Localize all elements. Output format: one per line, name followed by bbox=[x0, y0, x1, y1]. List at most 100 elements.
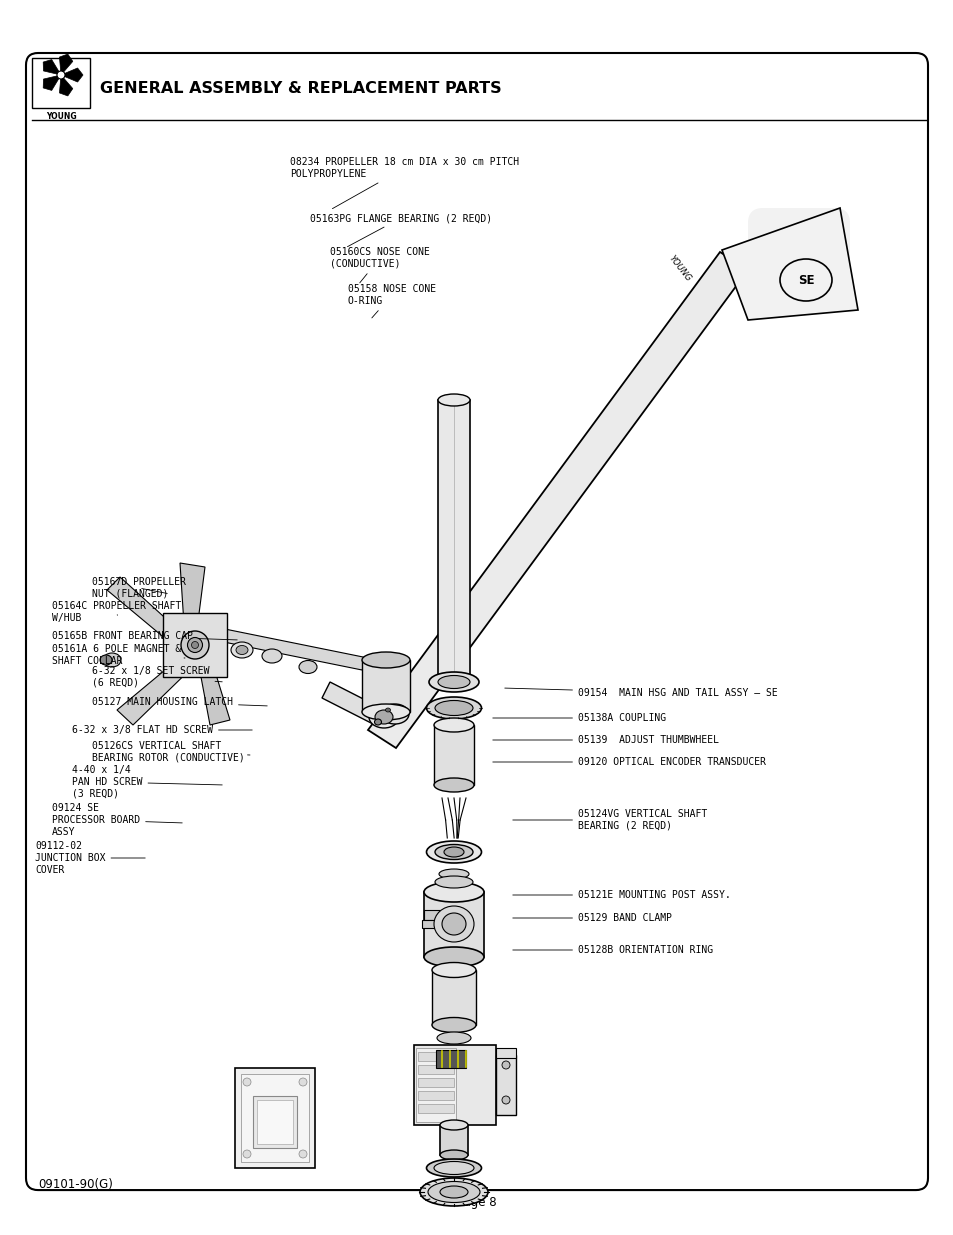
Ellipse shape bbox=[438, 869, 469, 879]
Ellipse shape bbox=[380, 704, 409, 724]
Bar bbox=[416, 1049, 456, 1123]
Text: 09120 OPTICAL ENCODER TRANSDUCER: 09120 OPTICAL ENCODER TRANSDUCER bbox=[493, 757, 765, 767]
Ellipse shape bbox=[434, 718, 474, 732]
Ellipse shape bbox=[100, 655, 112, 664]
Bar bbox=[432, 969, 476, 1025]
Ellipse shape bbox=[262, 650, 282, 663]
Ellipse shape bbox=[436, 1032, 471, 1044]
Text: 05163PG FLANGE BEARING (2 REQD): 05163PG FLANGE BEARING (2 REQD) bbox=[310, 212, 492, 247]
Ellipse shape bbox=[441, 913, 465, 935]
Polygon shape bbox=[61, 68, 83, 82]
Bar bbox=[434, 725, 474, 785]
Ellipse shape bbox=[181, 631, 209, 659]
Ellipse shape bbox=[428, 1182, 479, 1203]
Ellipse shape bbox=[375, 710, 393, 724]
Bar bbox=[423, 910, 439, 920]
Text: 05161A 6 POLE MAGNET &
SHAFT COLLAR: 05161A 6 POLE MAGNET & SHAFT COLLAR bbox=[52, 645, 185, 666]
Text: YOUNG: YOUNG bbox=[666, 253, 692, 283]
Bar bbox=[256, 1100, 293, 1144]
Ellipse shape bbox=[385, 708, 390, 713]
Text: SE: SE bbox=[797, 273, 814, 287]
Ellipse shape bbox=[375, 719, 381, 725]
Text: 08234 PROPELLER 18 cm DIA x 30 cm PITCH
POLYPROPYLENE: 08234 PROPELLER 18 cm DIA x 30 cm PITCH … bbox=[290, 157, 518, 209]
Ellipse shape bbox=[103, 653, 121, 667]
Ellipse shape bbox=[369, 706, 398, 727]
Bar bbox=[417, 1078, 454, 1087]
Ellipse shape bbox=[426, 697, 481, 719]
Ellipse shape bbox=[426, 1158, 481, 1177]
Ellipse shape bbox=[434, 1161, 474, 1174]
Text: 05139  ADJUST THUMBWHEEL: 05139 ADJUST THUMBWHEEL bbox=[493, 735, 719, 745]
Ellipse shape bbox=[243, 1078, 251, 1086]
Bar bbox=[417, 1065, 454, 1074]
Text: 09112-02
JUNCTION BOX
COVER: 09112-02 JUNCTION BOX COVER bbox=[35, 841, 145, 874]
Bar bbox=[496, 1055, 516, 1115]
Bar bbox=[417, 1104, 454, 1113]
Text: 09124 SE
PROCESSOR BOARD
ASSY: 09124 SE PROCESSOR BOARD ASSY bbox=[52, 804, 182, 836]
Polygon shape bbox=[59, 54, 72, 75]
Ellipse shape bbox=[423, 947, 483, 967]
Bar bbox=[417, 1091, 454, 1100]
Ellipse shape bbox=[434, 906, 474, 942]
Polygon shape bbox=[117, 645, 203, 725]
Ellipse shape bbox=[429, 672, 478, 692]
Bar bbox=[439, 1125, 468, 1155]
Ellipse shape bbox=[231, 642, 253, 658]
Text: 05129 BAND CLAMP: 05129 BAND CLAMP bbox=[513, 913, 671, 923]
Polygon shape bbox=[194, 645, 230, 725]
Ellipse shape bbox=[435, 876, 473, 888]
Bar bbox=[32, 58, 90, 107]
Ellipse shape bbox=[298, 661, 316, 673]
Text: 05138A COUPLING: 05138A COUPLING bbox=[493, 713, 665, 722]
FancyBboxPatch shape bbox=[26, 53, 927, 1191]
Text: 05167D PROPELLER
NUT (FLANGED): 05167D PROPELLER NUT (FLANGED) bbox=[91, 577, 186, 599]
Bar bbox=[414, 1045, 496, 1125]
Bar bbox=[417, 1052, 454, 1061]
Ellipse shape bbox=[432, 962, 476, 977]
Text: 05121E MOUNTING POST ASSY.: 05121E MOUNTING POST ASSY. bbox=[513, 890, 730, 900]
Polygon shape bbox=[107, 577, 194, 655]
Bar bbox=[436, 1050, 465, 1068]
Text: 05164C PROPELLER SHAFT
W/HUB: 05164C PROPELLER SHAFT W/HUB bbox=[52, 601, 181, 622]
Text: 05127 MAIN HOUSING LATCH: 05127 MAIN HOUSING LATCH bbox=[91, 697, 267, 706]
FancyBboxPatch shape bbox=[747, 207, 849, 310]
Ellipse shape bbox=[298, 1150, 307, 1158]
Bar bbox=[241, 1074, 309, 1162]
Polygon shape bbox=[59, 75, 72, 96]
Ellipse shape bbox=[439, 1120, 468, 1130]
Text: Page 8: Page 8 bbox=[456, 1197, 497, 1209]
Bar bbox=[421, 920, 439, 927]
Ellipse shape bbox=[57, 70, 65, 79]
Text: 05160CS NOSE CONE
(CONDUCTIVE): 05160CS NOSE CONE (CONDUCTIVE) bbox=[330, 247, 430, 283]
Text: GENERAL ASSEMBLY & REPLACEMENT PARTS: GENERAL ASSEMBLY & REPLACEMENT PARTS bbox=[100, 80, 501, 95]
Text: YOUNG: YOUNG bbox=[46, 112, 76, 121]
Ellipse shape bbox=[243, 1150, 251, 1158]
Polygon shape bbox=[43, 75, 61, 90]
Ellipse shape bbox=[298, 1078, 307, 1086]
Bar bbox=[496, 1049, 516, 1058]
Text: 05158 NOSE CONE
O-RING: 05158 NOSE CONE O-RING bbox=[348, 284, 436, 317]
Bar bbox=[437, 400, 470, 685]
Ellipse shape bbox=[439, 1186, 468, 1198]
Polygon shape bbox=[322, 682, 382, 725]
Ellipse shape bbox=[361, 652, 410, 668]
Polygon shape bbox=[43, 59, 61, 75]
Ellipse shape bbox=[780, 259, 831, 301]
Ellipse shape bbox=[439, 1150, 468, 1160]
Polygon shape bbox=[368, 252, 747, 748]
Polygon shape bbox=[163, 613, 227, 677]
Polygon shape bbox=[204, 626, 368, 671]
Ellipse shape bbox=[437, 676, 470, 688]
Ellipse shape bbox=[419, 1178, 488, 1207]
Ellipse shape bbox=[501, 1061, 510, 1070]
Text: 09101-90(G): 09101-90(G) bbox=[38, 1178, 112, 1192]
Ellipse shape bbox=[435, 700, 473, 715]
Text: 05165B FRONT BEARING CAP: 05165B FRONT BEARING CAP bbox=[52, 631, 237, 641]
Ellipse shape bbox=[361, 704, 410, 720]
Bar bbox=[234, 1068, 314, 1168]
Text: 05126CS VERTICAL SHAFT
BEARING ROTOR (CONDUCTIVE): 05126CS VERTICAL SHAFT BEARING ROTOR (CO… bbox=[91, 741, 250, 763]
Ellipse shape bbox=[188, 637, 202, 652]
Bar bbox=[253, 1095, 296, 1149]
Text: 09154  MAIN HSG AND TAIL ASSY – SE: 09154 MAIN HSG AND TAIL ASSY – SE bbox=[504, 688, 777, 698]
Ellipse shape bbox=[443, 847, 463, 857]
